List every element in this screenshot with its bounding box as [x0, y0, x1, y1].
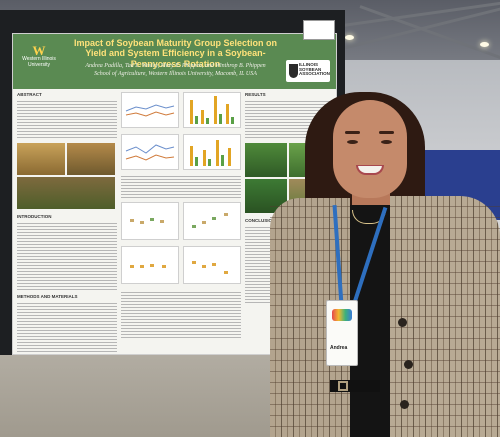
- introduction-text: [17, 221, 117, 291]
- sponsor-logo-text: ILLINOIS SOYBEAN ASSOCIATION: [299, 62, 330, 77]
- soybean-association-logo: ILLINOIS SOYBEAN ASSOCIATION: [286, 60, 330, 82]
- smile: [356, 165, 384, 175]
- section-heading: RESULTS: [245, 92, 266, 97]
- section-heading: CONCLUSIONS: [245, 218, 279, 223]
- poster-banner: W Western Illinois University Impact of …: [13, 34, 336, 89]
- line-chart-figure-graphic: [125, 104, 175, 117]
- field-photo: [17, 177, 115, 209]
- university-logo-text: Western Illinois University: [22, 56, 56, 68]
- poster-title: Impact of Soybean Maturity Group Selecti…: [73, 38, 278, 69]
- poster-authors: Andrea Padilla, Tad L. Wesley, Mary E. P…: [63, 63, 288, 78]
- bar-chart-figure: [183, 92, 241, 128]
- field-photo: [17, 143, 65, 175]
- methods-text: [17, 301, 117, 353]
- name-badge: Andrea: [326, 300, 358, 366]
- eyebrow: [345, 131, 360, 134]
- affiliation: School of Agriculture, Western Illinois …: [94, 70, 257, 77]
- section-heading: METHODS AND MATERIALS: [17, 294, 78, 299]
- author-list: Andrea Padilla, Tad L. Wesley, Mary E. P…: [85, 63, 266, 69]
- eyebrow: [379, 131, 394, 134]
- eye: [381, 140, 392, 144]
- blazer-button: [400, 400, 409, 409]
- shield-icon: [289, 64, 298, 78]
- plaid-blazer-right: [390, 196, 500, 437]
- plot-photo: [245, 143, 287, 177]
- figure-caption: [121, 174, 241, 198]
- abstract-text: [17, 99, 117, 139]
- ceiling-light: [480, 42, 489, 47]
- ceiling-light: [345, 35, 354, 40]
- blazer-button: [398, 318, 407, 327]
- dot-plot-figure: [183, 202, 241, 240]
- section-heading: INTRODUCTION: [17, 214, 52, 219]
- belt-buckle: [338, 381, 348, 391]
- face: [333, 100, 407, 198]
- poster-left-column: ABSTRACT INTRODUCTION METHODS AND MATERI…: [17, 92, 117, 353]
- section-heading: ABSTRACT: [17, 92, 42, 97]
- line-chart-figure: [121, 92, 179, 128]
- dot-plot-figure: [121, 246, 179, 284]
- poster-number-tag: [303, 20, 335, 40]
- field-photos: [17, 143, 117, 211]
- bar-chart-figure: [183, 134, 241, 170]
- dot-plot-figure: [121, 202, 179, 240]
- dot-plot-figure: [183, 246, 241, 284]
- line-chart-figure: [121, 134, 179, 170]
- university-logo: W Western Illinois University: [17, 44, 61, 68]
- conference-logo: [332, 309, 352, 321]
- field-photo: [67, 143, 115, 175]
- blazer-button: [404, 360, 413, 369]
- plaid-pattern: [390, 196, 500, 437]
- results-text: [121, 290, 241, 340]
- eye: [347, 140, 358, 144]
- line-chart-figure-graphic: [125, 144, 175, 161]
- badge-name: Andrea: [330, 345, 348, 351]
